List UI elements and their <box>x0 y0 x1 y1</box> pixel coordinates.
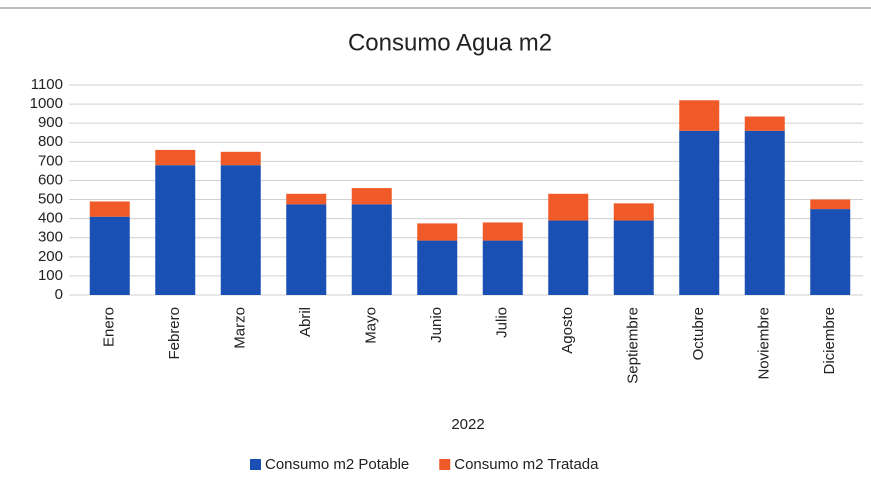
y-tick-label: 900 <box>38 114 63 131</box>
x-tick-label: Agosto <box>559 307 576 354</box>
bar-segment <box>155 165 196 295</box>
x-tick-label: Septiembre <box>625 307 642 384</box>
bar-segment <box>417 223 458 241</box>
bar-segment <box>679 130 720 295</box>
bar-segment <box>679 100 720 131</box>
x-tick-label: Marzo <box>232 307 249 349</box>
bar-segment <box>351 188 392 205</box>
x-tick-label: Mayo <box>363 307 380 344</box>
bar-segment <box>89 216 130 295</box>
bar-segment <box>482 222 523 241</box>
bar-segment <box>351 204 392 295</box>
y-tick-label: 800 <box>38 133 63 150</box>
bar-segment <box>89 201 130 217</box>
bar-segment <box>220 151 261 166</box>
y-tick-label: 300 <box>38 229 63 246</box>
bar-segment <box>155 149 196 166</box>
y-tick-label: 100 <box>38 267 63 284</box>
x-tick-label: Julio <box>494 307 511 338</box>
y-tick-label: 400 <box>38 210 63 227</box>
bar-segment <box>548 193 589 221</box>
bar-segment <box>613 203 654 221</box>
bar-segment <box>482 240 523 295</box>
y-tick-label: 1100 <box>31 76 63 93</box>
x-tick-label: Noviembre <box>756 307 773 380</box>
y-tick-label: 200 <box>38 248 63 265</box>
x-axis-title: 2022 <box>451 416 484 433</box>
x-tick-label: Enero <box>101 307 118 347</box>
legend-swatch <box>250 459 261 470</box>
legend-label: Consumo m2 Tratada <box>454 456 599 473</box>
bar-segment <box>810 199 851 210</box>
y-tick-label: 1000 <box>30 95 63 112</box>
x-tick-label: Febrero <box>166 307 183 360</box>
y-tick-label: 0 <box>55 286 63 303</box>
bar-segment <box>286 193 327 205</box>
x-tick-label: Abril <box>297 307 314 337</box>
y-tick-label: 700 <box>38 152 63 169</box>
chart-title: Consumo Agua m2 <box>348 29 552 56</box>
legend-label: Consumo m2 Potable <box>265 456 409 473</box>
y-tick-label: 500 <box>38 191 63 208</box>
y-tick-label: 600 <box>38 171 63 188</box>
bar-segment <box>744 130 785 295</box>
bar-segment <box>810 209 851 295</box>
x-tick-label: Junio <box>428 307 445 343</box>
bar-segment <box>548 220 589 295</box>
legend-swatch <box>439 459 451 470</box>
bar-segment <box>417 240 458 295</box>
bar-segment <box>613 220 654 295</box>
bar-segment <box>744 116 785 131</box>
bar-segment <box>286 204 327 295</box>
x-tick-label: Octubre <box>690 307 707 360</box>
bar-segment <box>220 165 261 295</box>
x-tick-label: Diciembre <box>821 307 838 375</box>
